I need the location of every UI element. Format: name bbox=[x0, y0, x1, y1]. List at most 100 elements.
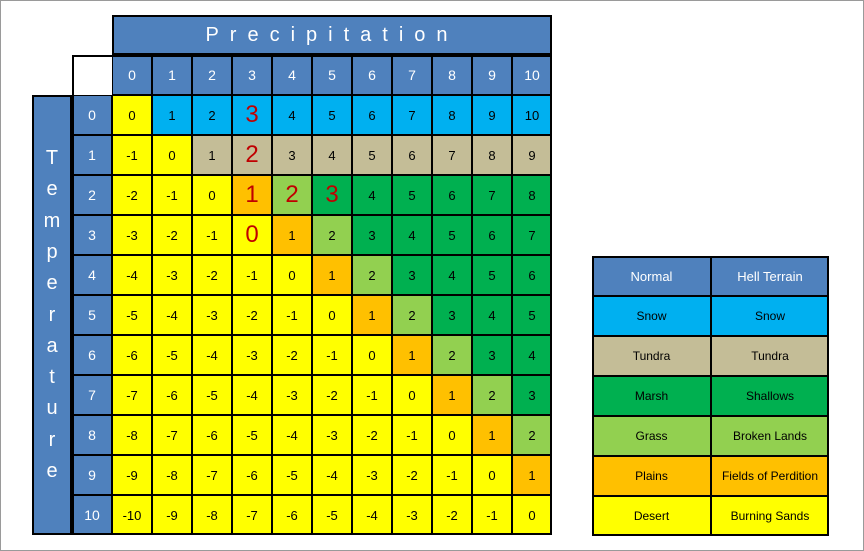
grid-cell: 1 bbox=[512, 455, 552, 495]
grid-cell: 4 bbox=[312, 135, 352, 175]
temperature-title-letter: e bbox=[46, 178, 58, 201]
grid-cell: 6 bbox=[512, 255, 552, 295]
grid-cell: -2 bbox=[432, 495, 472, 535]
legend-outline bbox=[592, 256, 829, 536]
grid-cell: 1 bbox=[472, 415, 512, 455]
grid-cell: -6 bbox=[192, 415, 232, 455]
grid-cell: -8 bbox=[152, 455, 192, 495]
legend-header-hell: Hell Terrain bbox=[711, 256, 829, 296]
grid-cell: 2 bbox=[352, 255, 392, 295]
grid-cell: 5 bbox=[352, 135, 392, 175]
grid-cell: 3 bbox=[432, 295, 472, 335]
temperature-row-header: 1 bbox=[72, 135, 112, 175]
grid-cell: 0 bbox=[152, 135, 192, 175]
grid-cell: 0 bbox=[272, 255, 312, 295]
grid-cell: 2 bbox=[392, 295, 432, 335]
temperature-title-letter: T bbox=[45, 147, 59, 169]
grid-cell: -8 bbox=[112, 415, 152, 455]
grid-cell: -3 bbox=[392, 495, 432, 535]
grid-cell: 4 bbox=[352, 175, 392, 215]
grid-cell: 8 bbox=[472, 135, 512, 175]
grid-cell: 1 bbox=[392, 335, 432, 375]
grid-cell: -4 bbox=[272, 415, 312, 455]
grid-cell: 3 bbox=[312, 175, 352, 215]
temperature-row-header: 2 bbox=[72, 175, 112, 215]
grid-cell: -1 bbox=[432, 455, 472, 495]
grid-cell: 2 bbox=[272, 175, 312, 215]
grid-cell: -9 bbox=[112, 455, 152, 495]
grid-cell: -2 bbox=[192, 255, 232, 295]
grid-cell: 8 bbox=[512, 175, 552, 215]
grid-cell: 3 bbox=[392, 255, 432, 295]
grid-cell: -1 bbox=[272, 295, 312, 335]
grid-cell: -5 bbox=[112, 295, 152, 335]
temperature-row-header: 3 bbox=[72, 215, 112, 255]
temperature-row-header: 5 bbox=[72, 295, 112, 335]
grid-cell: 9 bbox=[472, 95, 512, 135]
grid-cell: 2 bbox=[512, 415, 552, 455]
grid-cell: -7 bbox=[112, 375, 152, 415]
grid-cell: 3 bbox=[352, 215, 392, 255]
grid-cell: -6 bbox=[232, 455, 272, 495]
grid-cell: 3 bbox=[472, 335, 512, 375]
grid-cell: -6 bbox=[272, 495, 312, 535]
grid-cell: 5 bbox=[472, 255, 512, 295]
grid-cell: -2 bbox=[232, 295, 272, 335]
grid-cell: -3 bbox=[192, 295, 232, 335]
legend-normal-cell: Plains bbox=[592, 456, 711, 496]
grid-cell: 7 bbox=[392, 95, 432, 135]
grid-cell: 7 bbox=[512, 215, 552, 255]
grid-cell: 1 bbox=[272, 215, 312, 255]
grid-cell: -4 bbox=[192, 335, 232, 375]
grid-cell: -3 bbox=[152, 255, 192, 295]
grid-cell: 3 bbox=[272, 135, 312, 175]
grid-cell: -4 bbox=[352, 495, 392, 535]
grid-cell: 0 bbox=[312, 295, 352, 335]
grid-cell: -1 bbox=[152, 175, 192, 215]
grid-cell: -3 bbox=[112, 215, 152, 255]
grid-cell: 1 bbox=[432, 375, 472, 415]
precipitation-column-header: 1 bbox=[152, 55, 192, 95]
grid-cell: 4 bbox=[472, 295, 512, 335]
grid-cell: -2 bbox=[272, 335, 312, 375]
grid-cell: 4 bbox=[432, 255, 472, 295]
grid-cell: 6 bbox=[392, 135, 432, 175]
temperature-title-letter: t bbox=[49, 366, 55, 389]
grid-cell: -5 bbox=[312, 495, 352, 535]
grid-cell: -2 bbox=[152, 215, 192, 255]
grid-cell: 6 bbox=[472, 215, 512, 255]
temperature-title-letter: a bbox=[46, 334, 58, 357]
grid-cell: 0 bbox=[472, 455, 512, 495]
grid-cell: -1 bbox=[192, 215, 232, 255]
grid-cell: -3 bbox=[312, 415, 352, 455]
grid-cell: -6 bbox=[152, 375, 192, 415]
grid-cell: -1 bbox=[112, 135, 152, 175]
legend-normal-cell: Tundra bbox=[592, 336, 711, 376]
grid-cell: -1 bbox=[472, 495, 512, 535]
temperature-row-header: 9 bbox=[72, 455, 112, 495]
precipitation-column-header: 3 bbox=[232, 55, 272, 95]
grid-cell: -4 bbox=[312, 455, 352, 495]
grid-cell: -2 bbox=[112, 175, 152, 215]
grid-cell: 2 bbox=[472, 375, 512, 415]
grid-cell: 0 bbox=[232, 215, 272, 255]
precipitation-column-header: 8 bbox=[432, 55, 472, 95]
grid-cell: -3 bbox=[272, 375, 312, 415]
grid-cell: -8 bbox=[192, 495, 232, 535]
grid-cell: 0 bbox=[432, 415, 472, 455]
legend-normal-cell: Desert bbox=[592, 496, 711, 536]
grid-cell: 4 bbox=[272, 95, 312, 135]
legend-normal-cell: Marsh bbox=[592, 376, 711, 416]
grid-cell: 6 bbox=[352, 95, 392, 135]
grid-cell: -6 bbox=[112, 335, 152, 375]
grid-cell: 5 bbox=[512, 295, 552, 335]
grid-cell: -3 bbox=[232, 335, 272, 375]
grid-cell: -1 bbox=[352, 375, 392, 415]
grid-cell: -5 bbox=[232, 415, 272, 455]
legend-hell-cell: Tundra bbox=[711, 336, 829, 376]
grid-cell: 0 bbox=[112, 95, 152, 135]
grid-cell: -1 bbox=[232, 255, 272, 295]
grid-cell: 4 bbox=[392, 215, 432, 255]
grid-cell: -1 bbox=[312, 335, 352, 375]
grid-cell: 0 bbox=[512, 495, 552, 535]
